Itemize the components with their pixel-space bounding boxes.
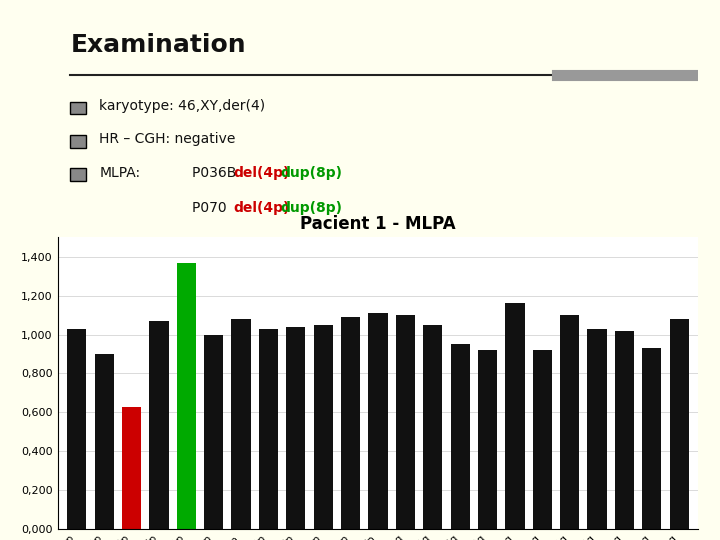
FancyBboxPatch shape bbox=[71, 102, 86, 114]
Bar bbox=[670, 319, 689, 529]
Text: Examination: Examination bbox=[71, 33, 246, 57]
Bar bbox=[149, 321, 168, 529]
Bar bbox=[122, 407, 141, 529]
Bar bbox=[94, 354, 114, 529]
Bar bbox=[259, 329, 278, 529]
Text: karyotype: 46,XY,der(4): karyotype: 46,XY,der(4) bbox=[99, 99, 266, 113]
Bar bbox=[204, 335, 223, 529]
Bar bbox=[67, 329, 86, 529]
Bar bbox=[232, 319, 251, 529]
Bar bbox=[533, 350, 552, 529]
Text: del(4p): del(4p) bbox=[234, 166, 290, 180]
Bar bbox=[341, 317, 360, 529]
Bar bbox=[451, 345, 469, 529]
Text: MLPA:: MLPA: bbox=[99, 166, 140, 180]
Text: dup(8p): dup(8p) bbox=[280, 166, 342, 180]
Bar bbox=[615, 330, 634, 529]
FancyBboxPatch shape bbox=[71, 168, 86, 181]
Text: del(4p): del(4p) bbox=[234, 201, 290, 215]
Bar bbox=[560, 315, 580, 529]
Bar bbox=[176, 262, 196, 529]
Text: P070: P070 bbox=[192, 201, 235, 215]
Bar bbox=[505, 303, 524, 529]
Bar bbox=[369, 313, 387, 529]
Bar bbox=[396, 315, 415, 529]
Bar bbox=[478, 350, 497, 529]
Bar bbox=[642, 348, 662, 529]
Bar bbox=[314, 325, 333, 529]
Bar bbox=[423, 325, 442, 529]
FancyBboxPatch shape bbox=[71, 135, 86, 147]
Bar bbox=[588, 329, 607, 529]
Bar bbox=[287, 327, 305, 529]
Text: P036B: P036B bbox=[192, 166, 241, 180]
Text: HR – CGH: negative: HR – CGH: negative bbox=[99, 132, 235, 146]
Text: dup(8p): dup(8p) bbox=[280, 201, 342, 215]
Title: Pacient 1 - MLPA: Pacient 1 - MLPA bbox=[300, 215, 456, 233]
